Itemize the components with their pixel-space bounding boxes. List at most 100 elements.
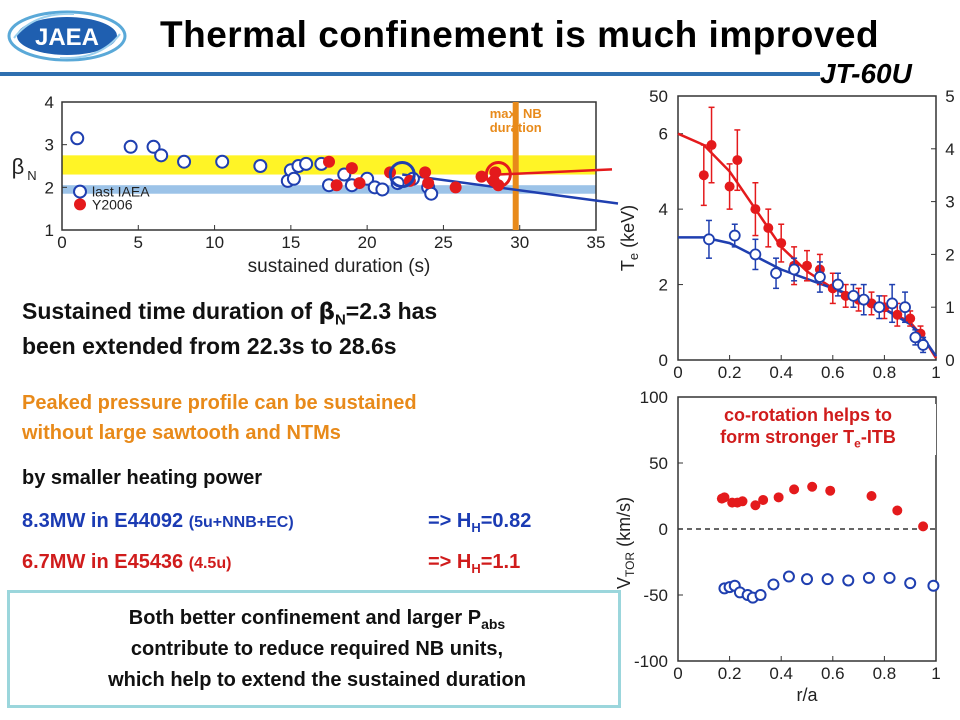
header-divider — [0, 70, 960, 78]
data-point — [216, 156, 228, 168]
data-point — [823, 574, 833, 584]
data-point — [784, 572, 794, 582]
data-point — [833, 280, 843, 290]
right-y-tick-label: 4 — [945, 140, 954, 159]
x-tick-label: 0.8 — [873, 664, 897, 683]
data-point — [125, 141, 137, 153]
case-e44092-hh: => HH=0.82 — [428, 510, 531, 535]
data-point — [776, 238, 786, 248]
y-tick-label: 2 — [659, 276, 668, 295]
data-point — [725, 182, 735, 192]
corotation-note-line1: co-rotation helps to — [680, 404, 936, 426]
data-point — [419, 166, 431, 178]
x-tick-label: 0 — [57, 233, 66, 252]
data-point — [178, 156, 190, 168]
right-y-tick-label: 2 — [945, 245, 954, 264]
data-point — [758, 495, 768, 505]
data-point — [848, 291, 858, 301]
summary-line1: Both better confinement and larger Pabs — [10, 607, 624, 632]
x-tick-label: 10 — [205, 233, 224, 252]
data-point — [768, 579, 778, 589]
y-tick-label: 0 — [659, 351, 668, 370]
x-tick-label: 0 — [673, 363, 682, 382]
x-tick-label: 1 — [931, 363, 940, 382]
data-point — [763, 223, 773, 233]
x-tick-label: 30 — [510, 233, 529, 252]
summary-line2: contribute to reduce required NB units, — [10, 638, 624, 661]
data-point — [900, 302, 910, 312]
data-point — [730, 231, 740, 241]
jaea-logo: JAEA — [4, 8, 130, 66]
data-point — [756, 590, 766, 600]
data-point — [928, 581, 938, 591]
x-tick-label: 15 — [281, 233, 300, 252]
corotation-note: co-rotation helps to form stronger Te-IT… — [680, 404, 936, 455]
annotation-line2: duration — [490, 120, 542, 135]
y-tick-label: 6 — [659, 125, 668, 144]
x-tick-label: 20 — [358, 233, 377, 252]
summary-box: Both better confinement and larger Pabs … — [7, 590, 621, 708]
x-tick-label: 0.6 — [821, 363, 845, 382]
data-point — [887, 298, 897, 308]
y-tick-label: 50 — [649, 454, 668, 473]
x-tick-label: 0 — [673, 664, 682, 683]
data-point — [699, 170, 709, 180]
data-point — [254, 160, 266, 172]
data-point — [354, 177, 366, 189]
heating-power-line: by smaller heating power — [22, 467, 262, 490]
data-point — [825, 486, 835, 496]
sustained-duration-line1: Sustained time duration of βN=2.3 has — [22, 298, 437, 329]
x-tick-label: 0.4 — [769, 664, 793, 683]
data-point — [905, 578, 915, 588]
x-axis-label: r/a — [796, 685, 818, 705]
data-point — [71, 132, 83, 144]
y-top-label: 50 — [649, 87, 668, 106]
data-point — [450, 181, 462, 193]
data-point — [918, 340, 928, 350]
y-tick-label: 4 — [45, 93, 54, 112]
data-point — [732, 155, 742, 165]
case-e45436-hh: => HH=1.1 — [428, 551, 520, 576]
sustained-duration-line2: been extended from 22.3s to 28.6s — [22, 333, 397, 360]
data-point — [802, 261, 812, 271]
jaea-logo-graphic: JAEA — [4, 8, 130, 66]
data-point — [771, 268, 781, 278]
y-tick-label: 3 — [45, 136, 54, 155]
summary-line3: which help to extend the sustained durat… — [10, 669, 624, 692]
data-point — [489, 166, 501, 178]
case-e45436-line: 6.7MW in E45436 (4.5u) => HH=1.1 — [22, 551, 231, 574]
data-point — [789, 484, 799, 494]
y-tick-label: 0 — [659, 520, 668, 539]
right-y-tick-label: 0 — [945, 351, 954, 370]
data-point — [704, 234, 714, 244]
corotation-note-line2: form stronger Te-ITB — [680, 426, 936, 455]
data-point — [918, 521, 928, 531]
peaked-profile-line2: without large sawtooth and NTMs — [22, 422, 341, 445]
data-point — [815, 272, 825, 282]
data-point — [376, 183, 388, 195]
data-point — [738, 496, 748, 506]
data-point — [807, 482, 817, 492]
data-point — [155, 149, 167, 161]
y-axis-label: Te (keV) — [618, 205, 641, 271]
data-point — [802, 574, 812, 584]
data-point — [750, 204, 760, 214]
x-axis-label: sustained duration (s) — [248, 256, 431, 277]
legend-label-y2006: Y2006 — [92, 196, 133, 212]
y-tick-label: 100 — [640, 388, 668, 407]
slide-title: Thermal confinement is much improved — [160, 14, 879, 56]
y-axis-label: β — [12, 154, 25, 179]
data-point — [331, 179, 343, 191]
legend-marker-y2006 — [74, 198, 86, 210]
x-tick-label: 5 — [134, 233, 143, 252]
y-tick-label: -50 — [643, 586, 668, 605]
legend-marker-last-iaea — [74, 186, 86, 198]
right-y-tick-label: 3 — [945, 193, 954, 212]
y-axis-label-sub: N — [27, 168, 36, 183]
data-point — [300, 158, 312, 170]
case-e44092-line: 8.3MW in E44092 (5u+NNB+EC) => HH=0.82 — [22, 510, 294, 533]
x-tick-label: 0.6 — [821, 664, 845, 683]
data-point — [867, 491, 877, 501]
data-point — [864, 573, 874, 583]
